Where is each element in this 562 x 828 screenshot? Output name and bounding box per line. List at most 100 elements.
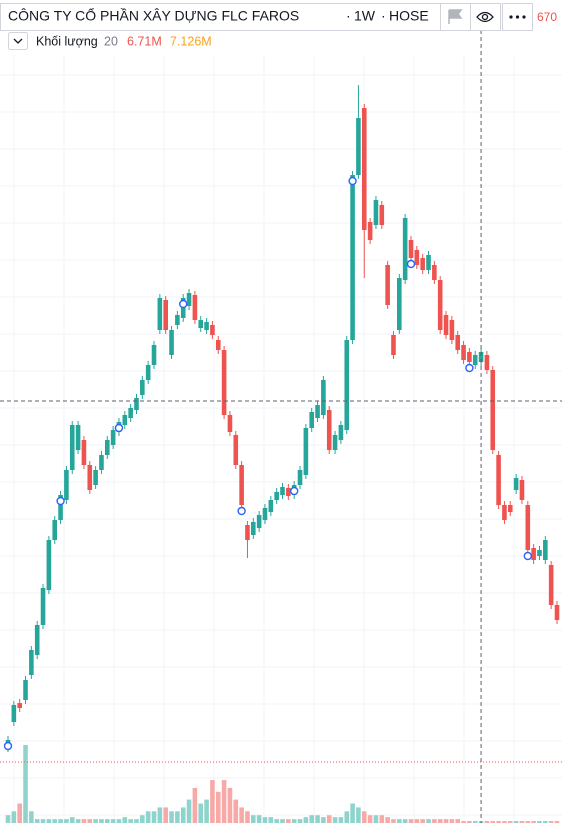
candle-body <box>344 340 350 430</box>
candle-body <box>408 240 414 258</box>
volume-bar <box>537 821 542 823</box>
volume-bar <box>151 811 157 823</box>
volume-bar <box>338 817 344 823</box>
candle-body <box>227 415 233 432</box>
volume-bar <box>472 821 478 823</box>
candle-body <box>198 320 204 328</box>
candle-body <box>531 548 536 560</box>
volume-bar <box>204 799 209 823</box>
candle-body <box>34 625 40 655</box>
candle-body <box>69 425 75 470</box>
volume-bar <box>420 819 425 823</box>
candle-body <box>262 508 268 520</box>
volume-bar <box>34 819 40 823</box>
volume-bar <box>122 817 128 823</box>
candle-body <box>17 703 22 708</box>
candle-body <box>110 430 116 445</box>
candle-body <box>449 320 455 340</box>
volume-bar <box>81 819 87 823</box>
candle-body <box>140 380 145 395</box>
candle-body <box>210 325 215 335</box>
volume-bar <box>519 821 525 823</box>
event-marker <box>114 423 124 433</box>
collapse-button[interactable] <box>8 32 28 50</box>
volume-bar <box>46 819 52 823</box>
volume-bar <box>356 807 361 823</box>
volume-bar <box>373 815 379 823</box>
volume-bar <box>455 819 461 823</box>
grid <box>0 55 562 823</box>
volume-bar <box>291 819 297 823</box>
candle-body <box>350 175 355 340</box>
volume-bar <box>513 821 519 823</box>
event-marker <box>406 259 416 269</box>
volume-bar <box>17 803 22 823</box>
volume-bar <box>543 821 548 823</box>
candle-body <box>215 340 221 350</box>
volume-bar <box>490 821 496 823</box>
volume-bar <box>116 819 122 823</box>
volume-bar <box>5 815 11 823</box>
candle-body <box>250 522 256 535</box>
volume-bar <box>262 817 268 823</box>
candle-body <box>52 520 58 540</box>
event-marker <box>348 176 357 186</box>
candle-body <box>192 295 198 320</box>
volume-bar <box>548 821 554 823</box>
candle-body <box>93 470 98 485</box>
chevron <box>13 38 23 44</box>
candle-body <box>437 280 443 330</box>
candle-body <box>204 322 209 330</box>
candle-body <box>81 440 87 465</box>
candle-body <box>40 588 46 625</box>
volume-bar <box>280 819 285 823</box>
candle-body <box>432 265 437 280</box>
volume-bar <box>69 817 75 823</box>
candle-body <box>548 565 554 605</box>
candle-body <box>356 118 361 175</box>
volume-bar <box>11 811 17 823</box>
volume-bar <box>169 811 174 823</box>
dot <box>522 15 526 19</box>
event-marker <box>465 363 474 373</box>
candle-body <box>286 488 291 496</box>
visibility-button[interactable] <box>470 3 501 31</box>
chart-title: CÔNG TY CỔ PHẦN XÂY DỰNG FLC FAROS <box>8 7 299 24</box>
event-marker <box>56 496 65 506</box>
separator: · <box>381 8 386 24</box>
exchange: HOSE <box>389 8 429 24</box>
event-marker <box>237 506 246 516</box>
candle-body <box>175 315 180 325</box>
candle-body <box>414 250 420 265</box>
interval: 1W <box>354 8 376 24</box>
candle-body <box>233 435 239 465</box>
candle-body <box>221 350 227 415</box>
volume-bar <box>391 819 396 823</box>
volume-bar <box>64 819 69 823</box>
title-box <box>0 3 441 31</box>
candle-body <box>58 495 63 520</box>
candle-body <box>513 478 519 490</box>
flag-icon <box>448 9 463 24</box>
candle-body <box>280 487 285 495</box>
candle-body <box>426 255 431 270</box>
volume-last: 6.71M <box>127 34 162 48</box>
candle-body <box>367 222 373 240</box>
candle-body <box>245 525 250 540</box>
volume-bar <box>449 819 455 823</box>
volume-name: Khối lượng <box>36 34 98 48</box>
candle-body <box>163 300 168 330</box>
volume-bar <box>507 821 513 823</box>
eye-icon <box>476 11 494 23</box>
candle-body <box>472 355 478 365</box>
volume-bar <box>180 807 186 823</box>
candle-body <box>128 408 133 418</box>
volume-bar <box>227 787 233 823</box>
candle-body <box>379 205 385 225</box>
volume-bar <box>467 821 472 823</box>
candle-body <box>64 470 69 500</box>
volume-bar <box>397 819 402 823</box>
volume-bar <box>104 819 110 823</box>
